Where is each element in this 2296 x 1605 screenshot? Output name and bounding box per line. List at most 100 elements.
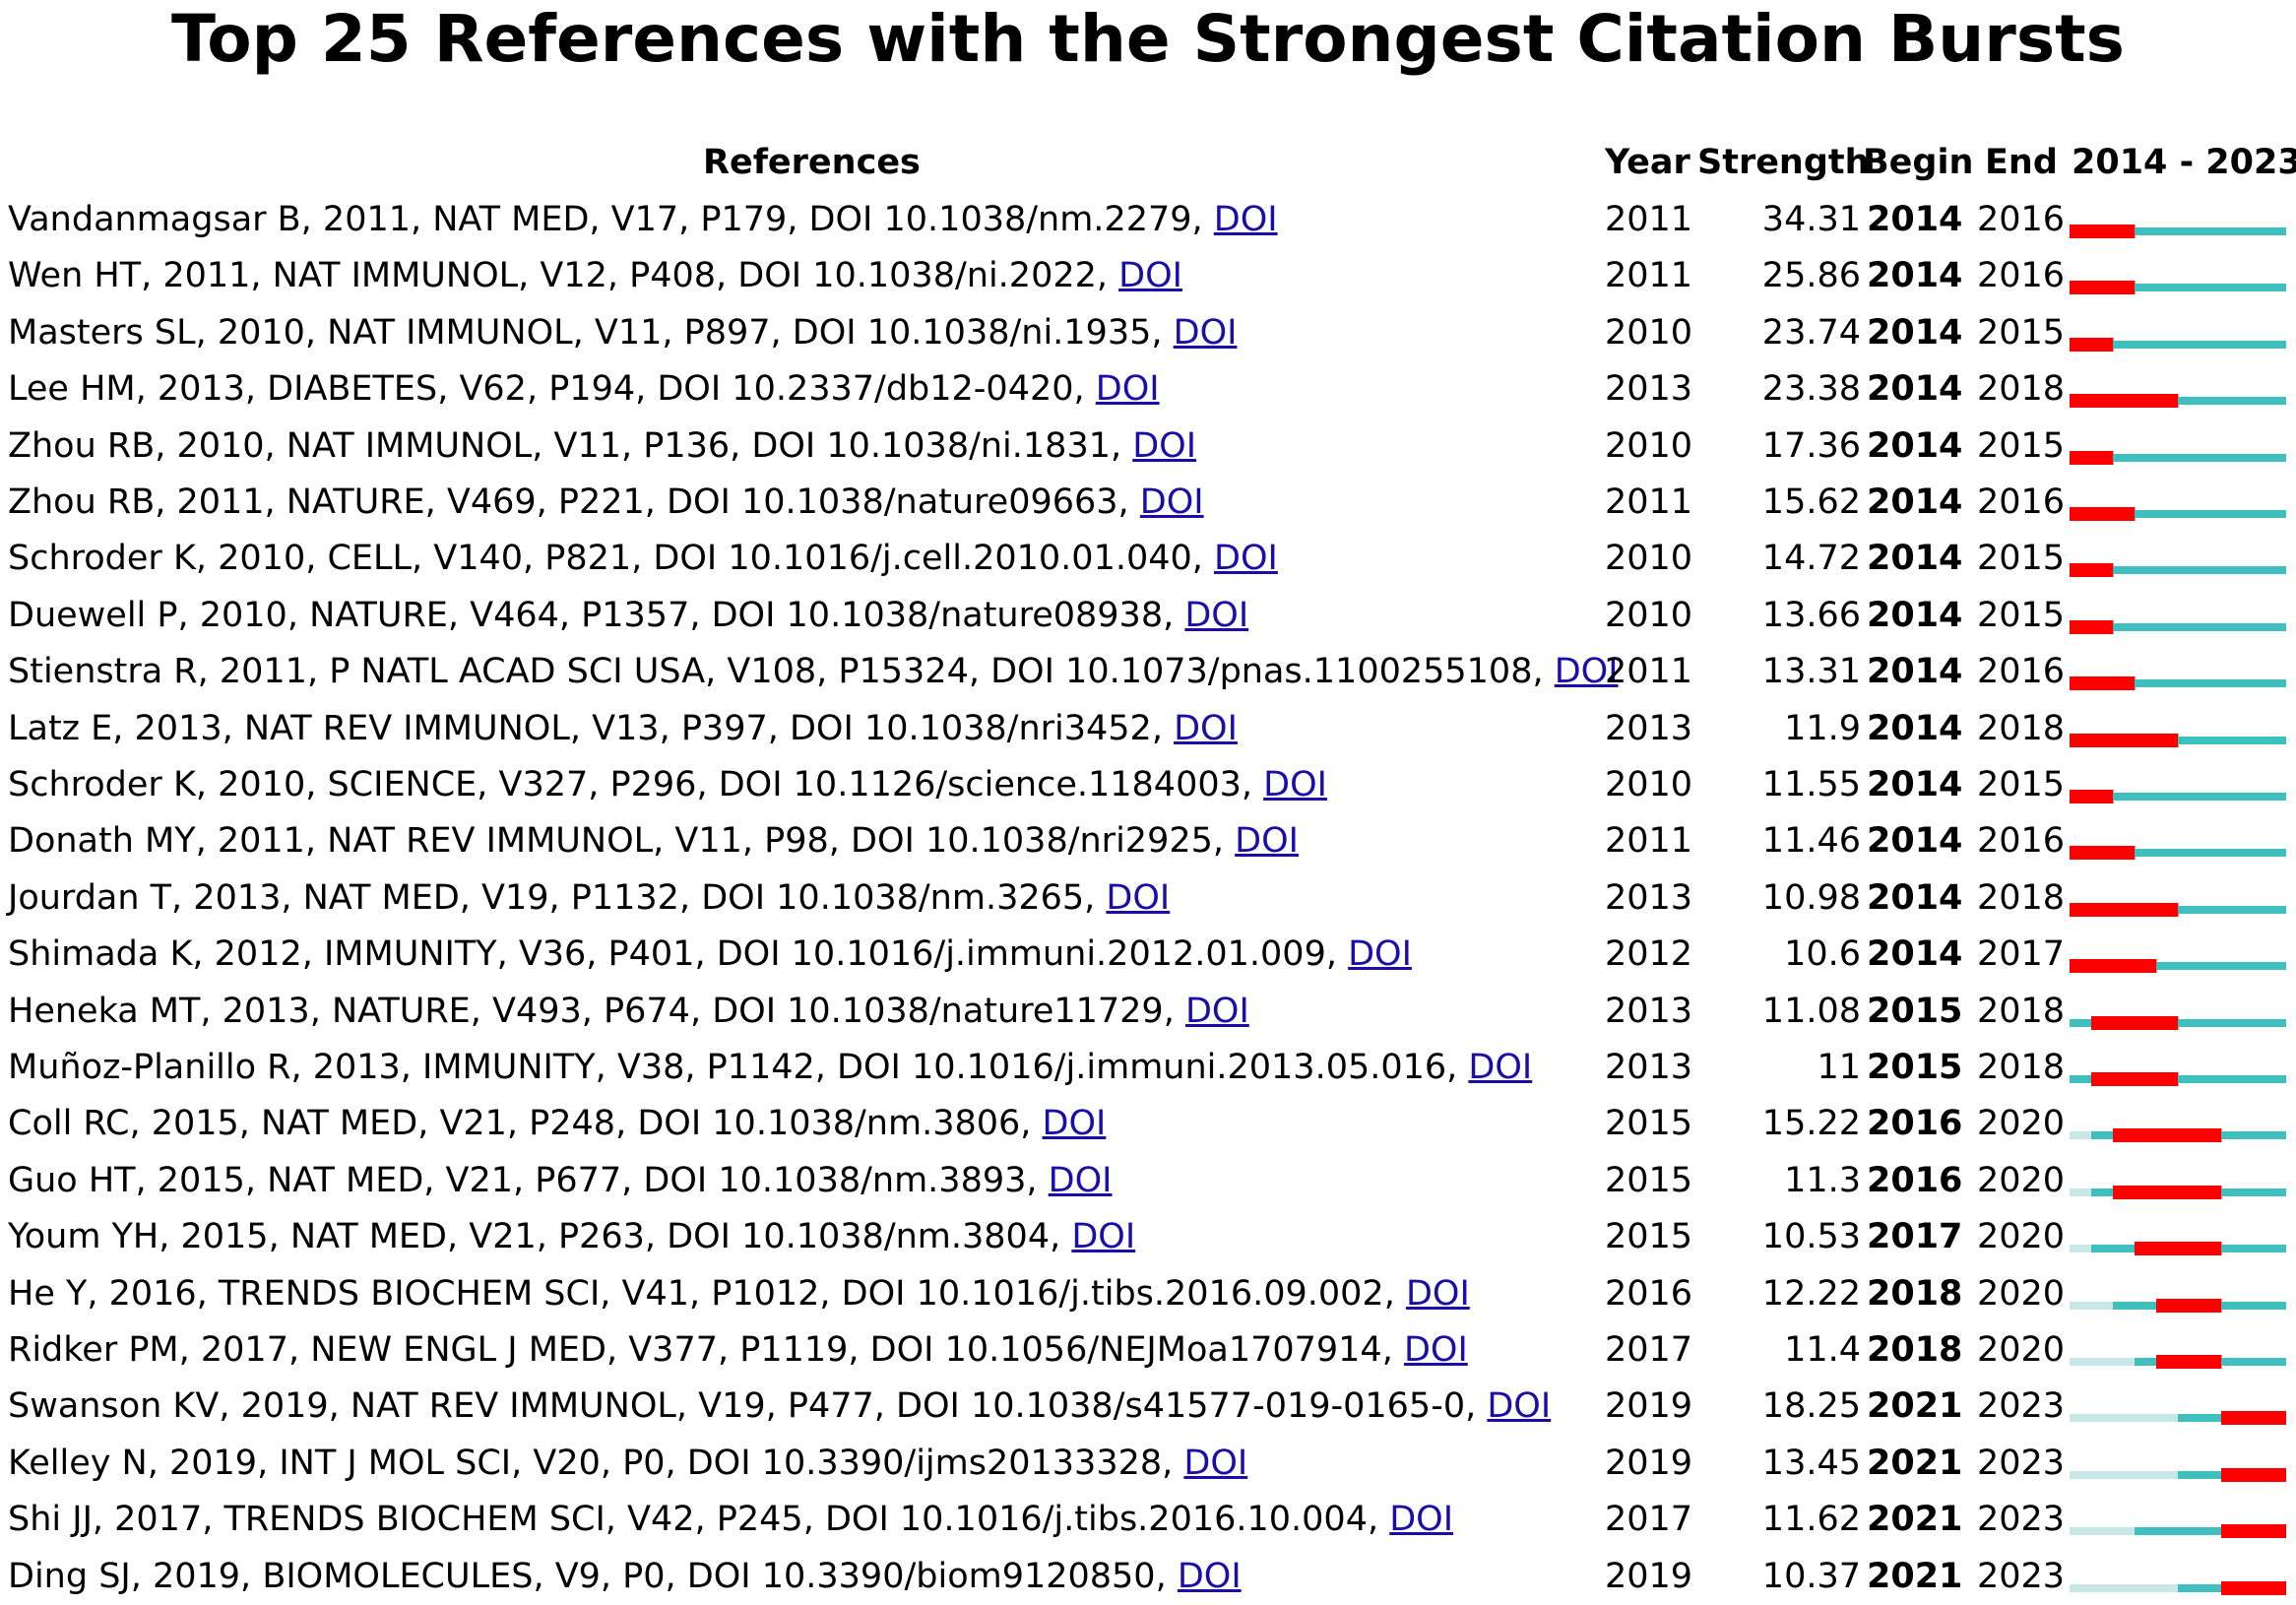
timeline-segment: [2135, 1470, 2157, 1479]
strength-cell: 15.22: [1761, 1104, 1861, 1144]
table-row: Shi JJ, 2017, TRENDS BIOCHEM SCI, V42, P…: [0, 1492, 2296, 1548]
timeline-segment: [2070, 1527, 2092, 1536]
year-cell: 2017: [1605, 1330, 1693, 1370]
doi-link[interactable]: DOI: [1184, 991, 1249, 1031]
timeline-segment: [2200, 1470, 2222, 1479]
doi-link[interactable]: DOI: [1118, 256, 1182, 296]
burst-segment: [2091, 1015, 2114, 1030]
timeline-segment: [2156, 1583, 2179, 1592]
doi-link[interactable]: DOI: [1132, 425, 1197, 466]
doi-link[interactable]: DOI: [1071, 1217, 1136, 1257]
begin-cell: 2021: [1867, 1386, 1963, 1427]
year-cell: 2010: [1605, 595, 1693, 635]
doi-link[interactable]: DOI: [1184, 595, 1249, 635]
burst-segment: [2113, 1072, 2136, 1086]
strength-cell: 10.98: [1761, 877, 1861, 918]
reference-text: Ding SJ, 2019, BIOMOLECULES, V9, P0, DOI…: [8, 1556, 1242, 1596]
doi-link[interactable]: DOI: [1173, 312, 1238, 353]
timeline-segment: [2200, 905, 2222, 914]
burst-segment: [2135, 1128, 2157, 1143]
timeline-segment: [2135, 849, 2157, 858]
reference-text: Stienstra R, 2011, P NATL ACAD SCI USA, …: [8, 652, 1619, 692]
burst-segment: [2113, 846, 2136, 861]
burst-segment: [2200, 1242, 2222, 1256]
timeline-segment: [2243, 962, 2265, 971]
end-cell: 2018: [1977, 1048, 2066, 1087]
year-cell: 2011: [1605, 482, 1693, 522]
year-cell: 2010: [1605, 425, 1693, 466]
timeline-segment: [2156, 622, 2179, 631]
burst-segment: [2243, 1411, 2265, 1426]
year-cell: 2013: [1605, 369, 1693, 410]
end-cell: 2018: [1977, 708, 2066, 748]
end-cell: 2016: [1977, 200, 2066, 239]
burst-segment: [2091, 676, 2114, 691]
doi-link[interactable]: DOI: [1389, 1500, 1454, 1540]
timeline-segment: [2264, 1301, 2286, 1310]
burst-segment: [2091, 281, 2114, 295]
timeline-segment: [2070, 1301, 2092, 1310]
timeline-segment: [2243, 397, 2265, 406]
strength-cell: 18.25: [1761, 1386, 1861, 1427]
begin-cell: 2015: [1867, 991, 1963, 1031]
doi-link[interactable]: DOI: [1048, 1160, 1113, 1200]
burst-segment: [2178, 1242, 2200, 1256]
doi-link[interactable]: DOI: [1177, 1556, 1242, 1596]
timeline-segment: [2264, 1075, 2286, 1083]
doi-link[interactable]: DOI: [1106, 877, 1171, 918]
burst-segment: [2091, 450, 2114, 465]
timeline-segment: [2091, 1470, 2114, 1479]
table-row: Muñoz-Planillo R, 2013, IMMUNITY, V38, P…: [0, 1040, 2296, 1096]
strength-cell: 11.55: [1761, 765, 1861, 804]
burst-timeline: [2070, 1128, 2286, 1143]
burst-timeline: [2070, 1524, 2286, 1539]
year-cell: 2017: [1605, 1500, 1693, 1540]
begin-cell: 2014: [1867, 821, 1963, 862]
timeline-segment: [2113, 1245, 2136, 1253]
timeline-segment: [2243, 340, 2265, 349]
doi-link[interactable]: DOI: [1487, 1386, 1552, 1427]
doi-link[interactable]: DOI: [1174, 708, 1238, 748]
timeline-segment: [2264, 1245, 2286, 1253]
timeline-segment: [2091, 1527, 2114, 1536]
year-cell: 2011: [1605, 200, 1693, 239]
strength-cell: 17.36: [1761, 425, 1861, 466]
timeline-segment: [2243, 736, 2265, 744]
burst-segment: [2070, 846, 2092, 861]
burst-segment: [2178, 1185, 2200, 1199]
burst-segment: [2070, 507, 2092, 521]
table-row: Jourdan T, 2013, NAT MED, V19, P1132, DO…: [0, 870, 2296, 927]
reference-text: Heneka MT, 2013, NATURE, V493, P674, DOI…: [8, 991, 1249, 1031]
timeline-segment: [2200, 227, 2222, 235]
year-cell: 2013: [1605, 991, 1693, 1031]
doi-link[interactable]: DOI: [1403, 1330, 1468, 1370]
begin-cell: 2017: [1867, 1217, 1963, 1257]
doi-link[interactable]: DOI: [1468, 1048, 1533, 1087]
doi-link[interactable]: DOI: [1235, 821, 1299, 862]
doi-link[interactable]: DOI: [1213, 200, 1278, 239]
burst-timeline: [2070, 1355, 2286, 1369]
burst-segment: [2135, 959, 2157, 974]
reference-text: Duewell P, 2010, NATURE, V464, P1357, DO…: [8, 595, 1249, 635]
doi-link[interactable]: DOI: [1554, 652, 1619, 692]
doi-link[interactable]: DOI: [1263, 765, 1327, 804]
burst-timeline: [2070, 1185, 2286, 1199]
burst-timeline: [2070, 902, 2286, 917]
doi-link[interactable]: DOI: [1095, 369, 1160, 410]
doi-link[interactable]: DOI: [1139, 482, 1204, 522]
doi-link[interactable]: DOI: [1042, 1104, 1107, 1144]
timeline-segment: [2200, 793, 2222, 801]
doi-link[interactable]: DOI: [1214, 539, 1278, 579]
timeline-segment: [2070, 1245, 2092, 1253]
burst-segment: [2135, 1072, 2157, 1086]
end-cell: 2023: [1977, 1556, 2066, 1596]
timeline-segment: [2264, 679, 2286, 688]
strength-cell: 12.22: [1761, 1273, 1861, 1314]
strength-cell: 10.53: [1761, 1217, 1861, 1257]
burst-timeline: [2070, 1015, 2286, 1030]
doi-link[interactable]: DOI: [1405, 1273, 1470, 1314]
doi-link[interactable]: DOI: [1183, 1443, 1248, 1483]
doi-link[interactable]: DOI: [1348, 934, 1412, 975]
timeline-segment: [2264, 227, 2286, 235]
reference-text: Schroder K, 2010, SCIENCE, V327, P296, D…: [8, 765, 1327, 804]
